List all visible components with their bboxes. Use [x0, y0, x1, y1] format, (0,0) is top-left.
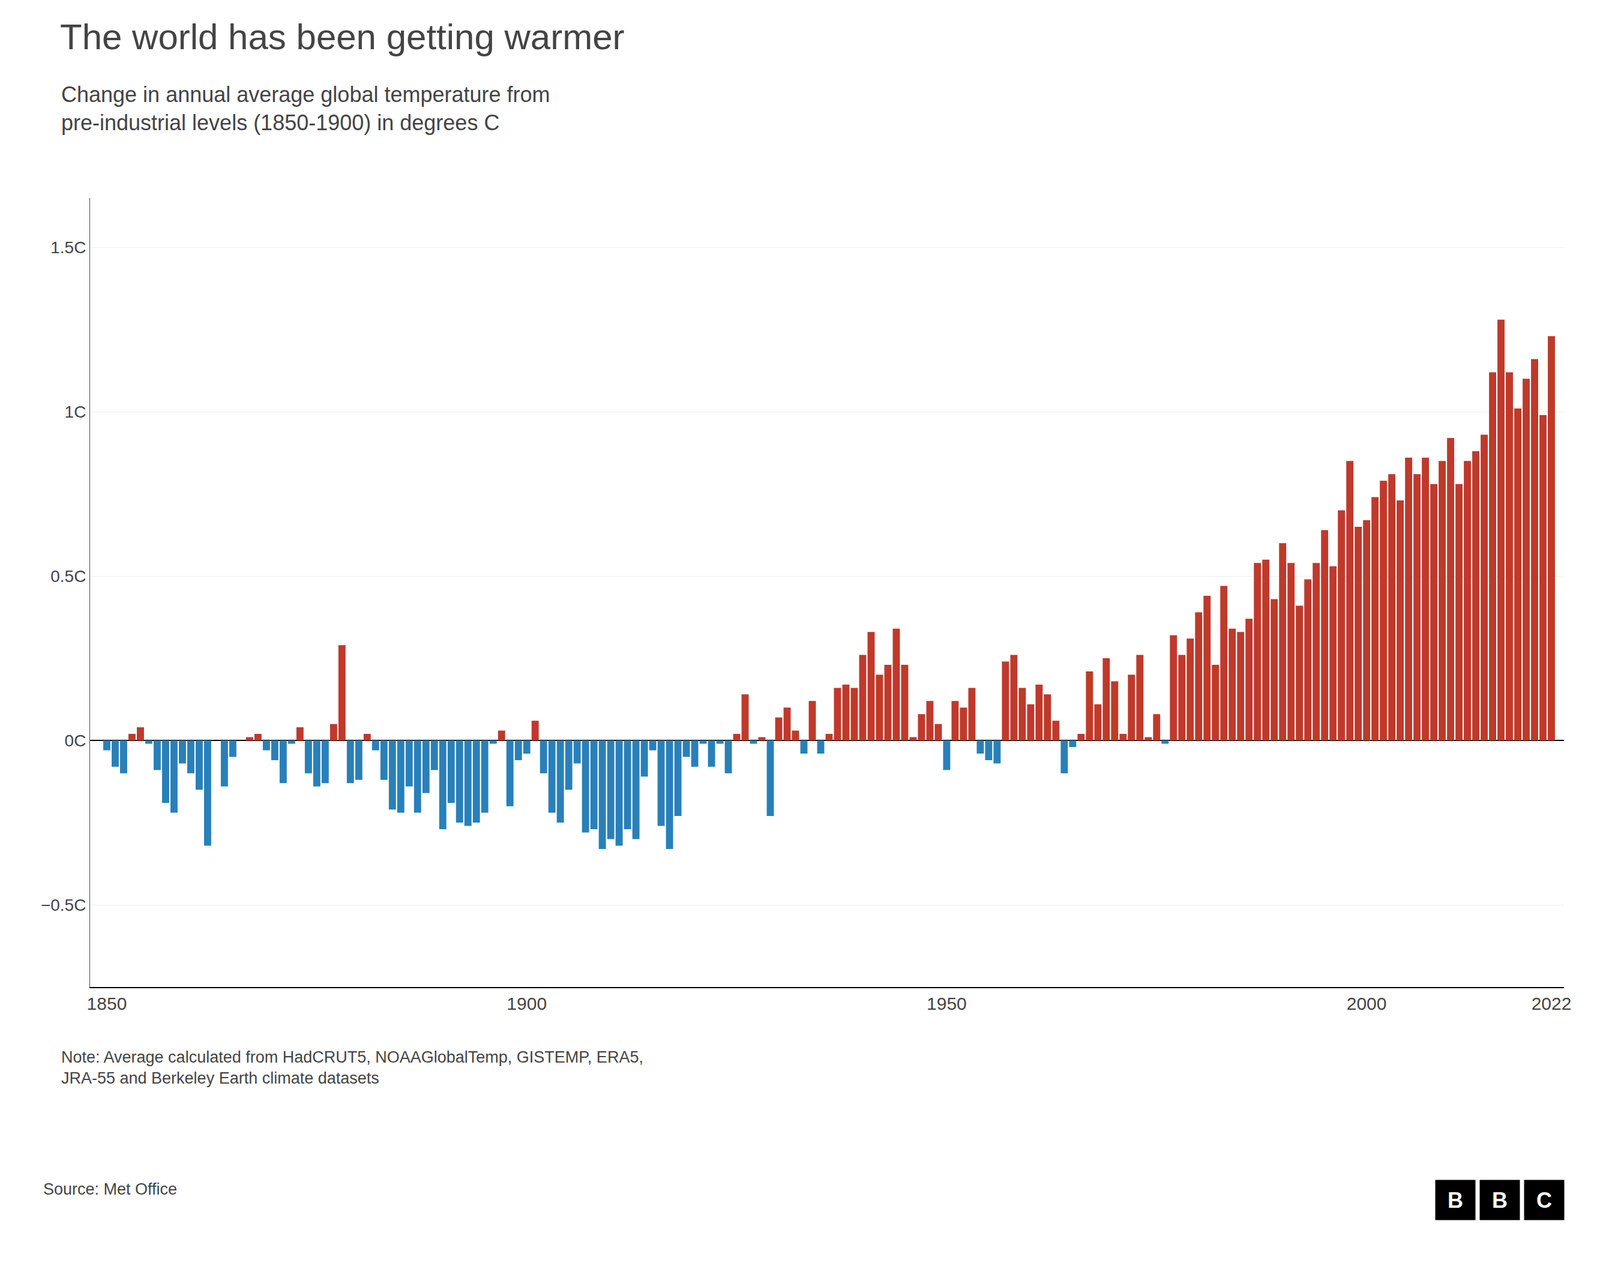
svg-text:2022: 2022 — [1531, 993, 1572, 1014]
svg-text:Change in annual average globa: Change in annual average global temperat… — [61, 82, 551, 136]
svg-text:Note: Average calculated from: Note: Average calculated from HadCRUT5, … — [61, 1048, 644, 1088]
svg-text:C: C — [1536, 1188, 1552, 1213]
svg-text:0.5C: 0.5C — [50, 567, 86, 586]
svg-text:1900: 1900 — [506, 993, 547, 1014]
svg-text:0C: 0C — [64, 731, 87, 751]
svg-text:2000: 2000 — [1346, 993, 1387, 1014]
svg-text:1.5C: 1.5C — [50, 238, 86, 257]
svg-text:1C: 1C — [64, 402, 87, 422]
svg-text:1950: 1950 — [926, 993, 967, 1014]
svg-text:B: B — [1491, 1188, 1508, 1213]
svg-text:−0.5C: −0.5C — [40, 896, 87, 915]
svg-text:B: B — [1447, 1188, 1464, 1213]
svg-text:The world has been getting war: The world has been getting warmer — [60, 16, 625, 58]
svg-text:Source: Met Office: Source: Met Office — [43, 1180, 178, 1199]
svg-text:1850: 1850 — [87, 993, 128, 1014]
